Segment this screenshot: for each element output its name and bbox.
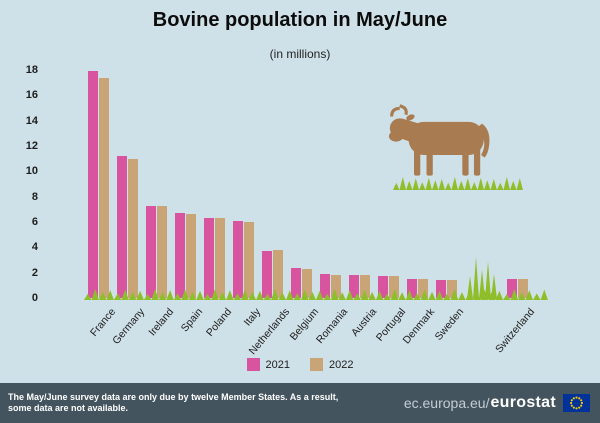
bar-2022-poland: [215, 218, 225, 298]
bar-2022-netherlands: [273, 250, 283, 298]
y-axis: 0 2 4 6 8 10 12 14 16 18: [14, 64, 38, 304]
bar-2021-sweden: [436, 280, 446, 298]
bar-group-austria: [349, 275, 370, 298]
grass-icon: [84, 289, 548, 300]
bar-2021-austria: [349, 275, 359, 298]
site-prefix: ec.europa.eu/: [403, 395, 490, 411]
eu-flag-icon: [563, 394, 590, 412]
legend-item-2021: 2021: [246, 358, 290, 371]
bar-2021-poland: [204, 218, 214, 298]
bar-2022-denmark: [418, 279, 428, 298]
bar-group-poland: [204, 218, 225, 298]
bar-2021-switzerland: [507, 279, 517, 298]
bar-group-romania: [320, 274, 341, 298]
legend-swatch-2022: [310, 358, 323, 371]
bar-2022-spain: [186, 214, 196, 298]
y-tick-label-10: 10: [25, 165, 38, 178]
bar-2021-france: [88, 71, 98, 298]
y-tick-label-14: 14: [25, 114, 38, 127]
y-tick-label-12: 12: [25, 140, 38, 152]
y-tick-label-18: 18: [25, 64, 38, 76]
y-tick-label-4: 4: [31, 241, 38, 254]
bar-2022-romania: [331, 275, 341, 298]
bar-group-denmark: [407, 279, 428, 298]
bar-2021-italy: [233, 221, 243, 298]
bar-2022-italy: [244, 222, 254, 298]
bar-group-belgium: [291, 268, 312, 298]
grass-tuft-icon: [467, 257, 497, 299]
site-bold: eurostat: [490, 394, 556, 411]
bar-group-ireland: [146, 206, 167, 298]
bar-2022-portugal: [389, 276, 399, 298]
y-tick-label-6: 6: [31, 216, 38, 228]
legend-label-2021: 2021: [265, 358, 290, 371]
y-tick-label-16: 16: [25, 89, 38, 102]
chart-title: Bovine population in May/June: [152, 9, 448, 31]
bar-group-portugal: [378, 276, 399, 298]
legend-swatch-2021: [246, 358, 260, 371]
plot-area: France Germany Ireland Spain Poland Italy Neth…: [84, 70, 550, 357]
legend: 2021 2022: [0, 358, 600, 371]
bar-2022-belgium: [302, 269, 312, 298]
bar-2021-belgium: [291, 268, 301, 298]
footer-site: ec.europa.eu/ eurostat: [404, 394, 590, 412]
chart-subtitle: (in millions): [269, 47, 331, 61]
y-tick-label-8: 8: [31, 190, 38, 203]
bar-2021-spain: [175, 213, 185, 298]
bar-2021-germany: [117, 156, 127, 298]
y-tick-label-0: 0: [31, 292, 38, 304]
bar-2021-denmark: [407, 279, 417, 298]
legend-label-2022: 2022: [329, 358, 354, 371]
bar-group-germany: [117, 156, 138, 298]
cow-grass-icon: [393, 177, 523, 190]
cow-icon: [388, 104, 490, 176]
bar-2022-switzerland: [518, 279, 528, 298]
bar-group-italy: [233, 221, 254, 298]
bar-2022-austria: [360, 275, 370, 298]
bar-2022-germany: [128, 159, 138, 298]
y-tick-label-2: 2: [31, 266, 38, 279]
bar-group-sweden: [436, 280, 457, 298]
bar-group-france: [88, 71, 109, 298]
legend-item-2022: 2022: [310, 358, 353, 371]
footer-note: The May/June survey data are only due by…: [8, 392, 339, 413]
bar-2022-france: [99, 78, 109, 298]
bar-group-spain: [175, 213, 196, 298]
bar-2021-portugal: [378, 276, 388, 298]
bar-group-netherlands: [262, 250, 283, 298]
bar-2022-sweden: [447, 280, 457, 298]
bar-2021-romania: [320, 274, 330, 298]
bar-2021-ireland: [146, 206, 156, 298]
bar-2022-ireland: [157, 206, 167, 298]
bar-2021-netherlands: [262, 251, 272, 298]
bar-group-switzerland: [507, 279, 528, 298]
footer-bar: The May/June survey data are only due by…: [0, 383, 600, 423]
